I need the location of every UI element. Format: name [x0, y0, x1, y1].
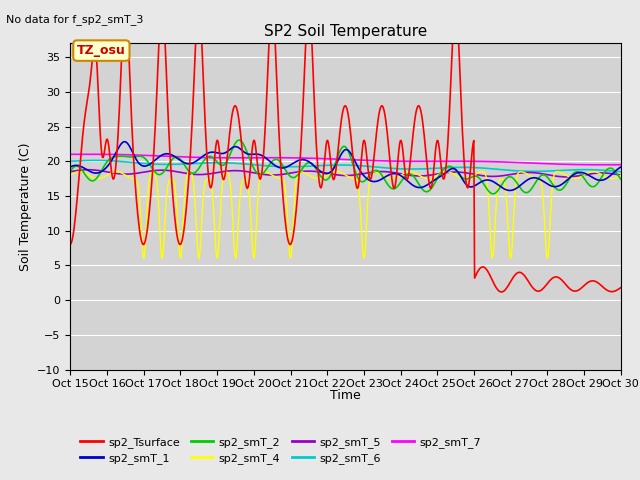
sp2_smT_2 — [67, 168, 74, 174]
sp2_smT_6 — [190, 161, 198, 167]
sp2_smT_5 — [617, 172, 625, 178]
sp2_smT_4 — [76, 169, 83, 175]
sp2_smT_2 — [77, 165, 84, 171]
Line: sp2_smT_7: sp2_smT_7 — [70, 154, 621, 165]
sp2_smT_5 — [190, 171, 198, 177]
Line: sp2_smT_6: sp2_smT_6 — [70, 160, 621, 172]
Title: SP2 Soil Temperature: SP2 Soil Temperature — [264, 24, 428, 39]
sp2_smT_7 — [67, 151, 74, 157]
sp2_Tsurface — [452, 0, 460, 5]
sp2_smT_5 — [77, 168, 84, 173]
sp2_smT_4 — [429, 175, 437, 180]
Line: sp2_smT_5: sp2_smT_5 — [70, 170, 621, 177]
sp2_smT_7 — [77, 151, 84, 157]
sp2_smT_1 — [67, 164, 74, 170]
sp2_smT_1 — [413, 184, 421, 190]
Y-axis label: Soil Temperature (C): Soil Temperature (C) — [19, 142, 32, 271]
sp2_smT_2 — [133, 154, 141, 159]
sp2_Tsurface — [429, 179, 436, 185]
sp2_smT_2 — [218, 163, 226, 168]
Line: sp2_smT_1: sp2_smT_1 — [70, 142, 621, 191]
Legend: sp2_Tsurface, sp2_smT_1, sp2_smT_2, sp2_smT_4, sp2_smT_5, sp2_smT_6, sp2_smT_7: sp2_Tsurface, sp2_smT_1, sp2_smT_2, sp2_… — [76, 432, 486, 468]
sp2_smT_2 — [489, 191, 497, 197]
sp2_Tsurface — [218, 171, 226, 177]
sp2_smT_6 — [429, 166, 437, 171]
sp2_smT_1 — [121, 139, 129, 144]
sp2_smT_1 — [506, 188, 514, 193]
sp2_smT_7 — [617, 162, 625, 168]
sp2_smT_5 — [67, 169, 74, 175]
sp2_smT_5 — [219, 169, 227, 175]
sp2_smT_4 — [67, 172, 74, 178]
sp2_smT_2 — [413, 179, 421, 184]
sp2_Tsurface — [413, 108, 420, 113]
sp2_Tsurface — [497, 289, 505, 295]
Line: sp2_Tsurface: sp2_Tsurface — [70, 2, 621, 292]
sp2_smT_7 — [598, 162, 605, 168]
X-axis label: Time: Time — [330, 389, 361, 402]
sp2_smT_6 — [77, 158, 84, 164]
sp2_smT_4 — [134, 181, 141, 187]
sp2_smT_6 — [134, 160, 141, 166]
sp2_smT_6 — [617, 169, 625, 175]
Text: No data for f_sp2_smT_3: No data for f_sp2_smT_3 — [6, 14, 144, 25]
Line: sp2_smT_4: sp2_smT_4 — [70, 172, 621, 259]
sp2_Tsurface — [133, 204, 141, 209]
sp2_Tsurface — [189, 104, 196, 109]
sp2_smT_6 — [413, 166, 421, 172]
sp2_Tsurface — [67, 241, 74, 247]
Text: TZ_osu: TZ_osu — [77, 44, 125, 57]
sp2_smT_4 — [77, 169, 85, 175]
sp2_smT_7 — [429, 158, 437, 164]
sp2_smT_4 — [190, 181, 198, 187]
sp2_smT_2 — [429, 183, 437, 189]
sp2_smT_7 — [134, 152, 141, 158]
sp2_smT_7 — [86, 151, 93, 157]
sp2_smT_1 — [429, 178, 437, 184]
sp2_smT_1 — [190, 160, 198, 166]
sp2_smT_6 — [92, 157, 99, 163]
sp2_smT_6 — [219, 160, 227, 166]
sp2_smT_5 — [134, 170, 141, 176]
sp2_smT_2 — [235, 137, 243, 143]
sp2_smT_4 — [413, 171, 421, 177]
sp2_Tsurface — [77, 158, 84, 164]
sp2_smT_1 — [219, 151, 227, 156]
sp2_smT_1 — [617, 164, 625, 170]
sp2_smT_7 — [413, 158, 421, 164]
sp2_smT_1 — [77, 163, 84, 169]
sp2_smT_5 — [413, 173, 421, 179]
sp2_smT_5 — [429, 172, 437, 178]
sp2_smT_2 — [189, 170, 196, 176]
sp2_smT_1 — [134, 159, 141, 165]
sp2_smT_5 — [563, 174, 570, 180]
sp2_smT_2 — [617, 176, 625, 182]
sp2_smT_5 — [84, 167, 92, 173]
Line: sp2_smT_2: sp2_smT_2 — [70, 140, 621, 194]
sp2_smT_6 — [67, 158, 74, 164]
sp2_smT_4 — [219, 178, 227, 183]
sp2_Tsurface — [617, 285, 625, 290]
sp2_smT_4 — [617, 172, 625, 178]
sp2_smT_7 — [219, 155, 227, 161]
sp2_smT_4 — [543, 256, 551, 262]
sp2_smT_7 — [190, 155, 198, 160]
